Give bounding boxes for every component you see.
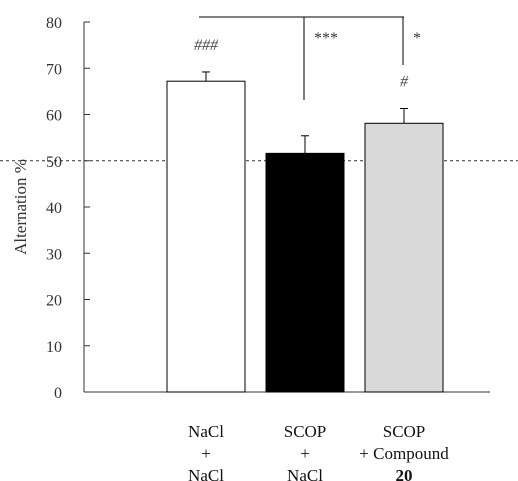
category-labels: NaCl + NaCl SCOP + NaCl SCOP + Compound 20 (188, 422, 449, 481)
category-label: SCOP + NaCl (284, 422, 327, 481)
bar (166, 80, 246, 393)
category-label-line: + (300, 444, 310, 463)
y-tick-label: 80 (46, 15, 62, 32)
bars: #### (166, 37, 444, 393)
significance-bracket: *** (303, 17, 338, 100)
bar (265, 152, 345, 393)
y-tick-label: 50 (46, 154, 62, 171)
category-label-line: SCOP (284, 422, 327, 441)
category-label-line: SCOP (383, 422, 426, 441)
error-bar (400, 107, 408, 124)
y-tick-label: 20 (46, 293, 62, 310)
bar (364, 122, 444, 393)
category-label: SCOP + Compound 20 (359, 422, 449, 481)
category-label-line: NaCl (188, 466, 224, 481)
y-tick-label: 60 (46, 108, 62, 125)
category-label-line: + (201, 444, 211, 463)
y-tick-label: 0 (54, 385, 62, 402)
significance-bracket: * (402, 17, 421, 65)
category-label-line: 20 (396, 466, 413, 481)
category-label: NaCl + NaCl (188, 422, 224, 481)
category-label-line: NaCl (287, 466, 323, 481)
y-tick-label: 30 (46, 246, 62, 263)
category-label-line: + Compound (359, 444, 449, 463)
error-bar (202, 71, 210, 82)
bar-annotation: # (400, 73, 409, 90)
bar-annotation: ### (194, 37, 219, 54)
error-bar (301, 135, 309, 154)
y-axis: 0 10 20 30 40 50 60 70 80 Alternation % (11, 15, 90, 402)
significance-label: *** (314, 30, 338, 47)
y-tick-label: 10 (46, 339, 62, 356)
significance-brackets: *** * (199, 16, 421, 100)
y-tick-label: 70 (46, 61, 62, 78)
y-axis-title: Alternation % (11, 159, 30, 255)
y-ticks: 0 10 20 30 40 50 60 70 80 (46, 15, 90, 402)
significance-label: * (413, 30, 421, 47)
category-label-line: NaCl (188, 422, 224, 441)
y-tick-label: 40 (46, 200, 62, 217)
